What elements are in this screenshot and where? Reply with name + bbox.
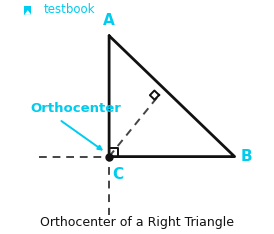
FancyBboxPatch shape bbox=[24, 6, 31, 15]
Text: B: B bbox=[240, 149, 252, 164]
Text: A: A bbox=[103, 13, 115, 28]
Text: C: C bbox=[113, 167, 124, 182]
Text: testbook: testbook bbox=[44, 3, 96, 15]
Text: Orthocenter: Orthocenter bbox=[30, 102, 121, 115]
Polygon shape bbox=[24, 10, 31, 15]
Text: Orthocenter of a Right Triangle: Orthocenter of a Right Triangle bbox=[40, 216, 234, 229]
